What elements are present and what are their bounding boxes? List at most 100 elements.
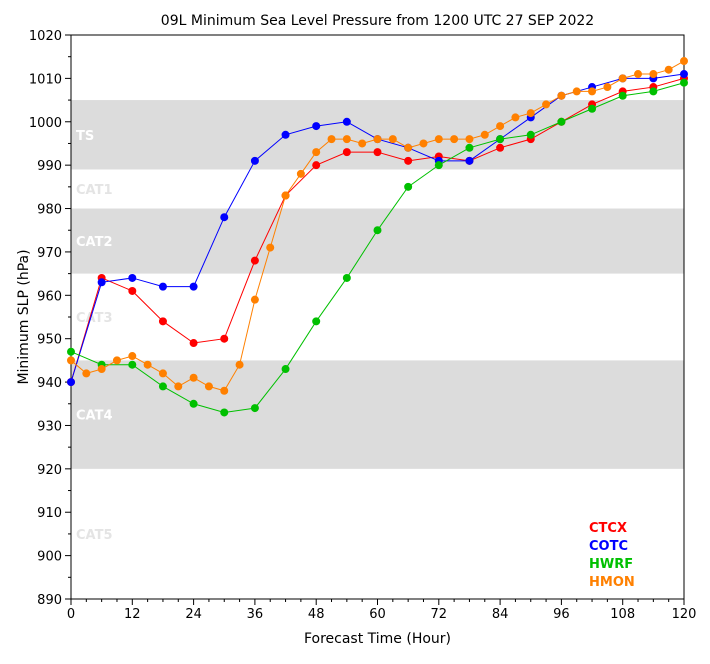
data-point-hwrf — [496, 135, 505, 144]
band-label-cat5: CAT5 — [76, 528, 113, 543]
data-point-hmon — [618, 74, 627, 83]
y-tick-label: 950 — [37, 333, 62, 348]
data-point-ctcx — [220, 334, 229, 343]
y-tick-label: 980 — [37, 203, 62, 218]
x-tick-label: 60 — [369, 607, 386, 622]
data-point-cotc — [158, 282, 167, 291]
data-point-hmon — [342, 135, 351, 144]
data-point-cotc — [128, 273, 137, 282]
x-tick-label: 84 — [492, 607, 509, 622]
legend: CTCX COTC HWRF HMON — [589, 521, 635, 590]
x-tick-label: 108 — [610, 607, 635, 622]
data-point-ctcx — [189, 339, 198, 348]
data-point-hmon — [496, 122, 505, 131]
data-point-hmon — [419, 139, 428, 148]
data-point-hmon — [143, 360, 152, 369]
y-tick-label: 940 — [37, 376, 62, 391]
legend-item-hmon: HMON — [589, 575, 635, 590]
data-point-hmon — [82, 369, 91, 378]
x-tick-label: 48 — [308, 607, 325, 622]
y-tick-label: 900 — [37, 550, 62, 565]
data-point-hmon — [312, 148, 321, 157]
data-point-hwrf — [680, 78, 688, 87]
data-point-ctcx — [158, 317, 167, 326]
data-point-hwrf — [465, 143, 474, 152]
series-hmon — [67, 57, 688, 395]
data-point-hmon — [526, 109, 535, 118]
data-point-ctcx — [342, 148, 351, 157]
data-point-ctcx — [373, 148, 382, 157]
data-point-hmon — [235, 360, 244, 369]
band-label-cat4: CAT4 — [76, 409, 113, 424]
y-tick-label: 960 — [37, 289, 62, 304]
data-point-hmon — [480, 130, 489, 139]
intensity-bands: TS CAT1 CAT2 CAT3 CAT4 CAT5 — [71, 100, 684, 543]
data-point-hwrf — [618, 91, 627, 100]
x-axis-label: Forecast Time (Hour) — [304, 631, 451, 647]
data-point-cotc — [220, 213, 229, 222]
data-point-hmon — [680, 57, 688, 66]
data-point-hwrf — [588, 104, 597, 113]
data-point-hmon — [603, 83, 612, 92]
data-point-hwrf — [250, 404, 259, 413]
x-tick-label: 0 — [67, 607, 75, 622]
data-point-cotc — [312, 122, 321, 131]
band-label-cat1: CAT1 — [76, 183, 113, 198]
data-point-hmon — [450, 135, 459, 144]
data-point-hwrf — [281, 365, 290, 374]
data-point-hmon — [204, 382, 213, 391]
data-point-hmon — [634, 70, 643, 79]
x-tick-label: 96 — [553, 607, 570, 622]
y-tick-label: 990 — [37, 159, 62, 174]
y-axis-label: Minimum SLP (hPa) — [16, 249, 32, 384]
band-ts — [71, 100, 684, 170]
data-point-cotc — [97, 278, 106, 287]
data-point-hwrf — [526, 130, 535, 139]
band-cat4 — [71, 360, 684, 469]
data-point-hmon — [542, 100, 551, 109]
data-point-cotc — [250, 156, 259, 165]
data-point-hmon — [327, 135, 336, 144]
data-point-hwrf — [189, 399, 198, 408]
data-point-hmon — [189, 373, 198, 382]
y-tick-label: 970 — [37, 246, 62, 261]
data-point-hwrf — [220, 408, 229, 417]
x-tick-label: 120 — [672, 607, 697, 622]
data-point-hmon — [388, 135, 397, 144]
data-point-cotc — [281, 130, 290, 139]
data-point-hmon — [649, 70, 658, 79]
data-point-hwrf — [557, 117, 566, 126]
data-point-hwrf — [342, 273, 351, 282]
y-tick-label: 920 — [37, 463, 62, 478]
y-tick-label: 1000 — [29, 116, 62, 131]
data-point-cotc — [465, 156, 474, 165]
data-point-ctcx — [250, 256, 259, 265]
band-label-ts: TS — [76, 129, 94, 144]
data-point-ctcx — [128, 286, 137, 295]
data-point-hmon — [112, 356, 121, 365]
data-point-hmon — [174, 382, 183, 391]
legend-item-cotc: COTC — [589, 539, 628, 554]
data-point-hmon — [281, 191, 290, 200]
data-point-hmon — [373, 135, 382, 144]
y-tick-label: 1020 — [29, 29, 62, 44]
data-point-hwrf — [373, 226, 382, 235]
y-tick-label: 1010 — [29, 72, 62, 87]
x-tick-label: 12 — [124, 607, 141, 622]
data-point-ctcx — [312, 161, 321, 170]
data-point-hmon — [67, 356, 75, 365]
data-point-hmon — [404, 143, 413, 152]
data-point-hmon — [158, 369, 167, 378]
x-tick-label: 72 — [431, 607, 448, 622]
data-point-cotc — [67, 378, 75, 387]
data-point-hmon — [511, 113, 520, 122]
data-point-hwrf — [312, 317, 321, 326]
data-point-hwrf — [649, 87, 658, 96]
data-point-hmon — [220, 386, 229, 395]
data-point-hmon — [557, 91, 566, 100]
data-point-hmon — [465, 135, 474, 144]
legend-item-ctcx: CTCX — [589, 521, 627, 536]
y-tick-label: 890 — [37, 593, 62, 608]
data-point-hwrf — [404, 182, 413, 191]
data-point-hmon — [250, 295, 259, 304]
